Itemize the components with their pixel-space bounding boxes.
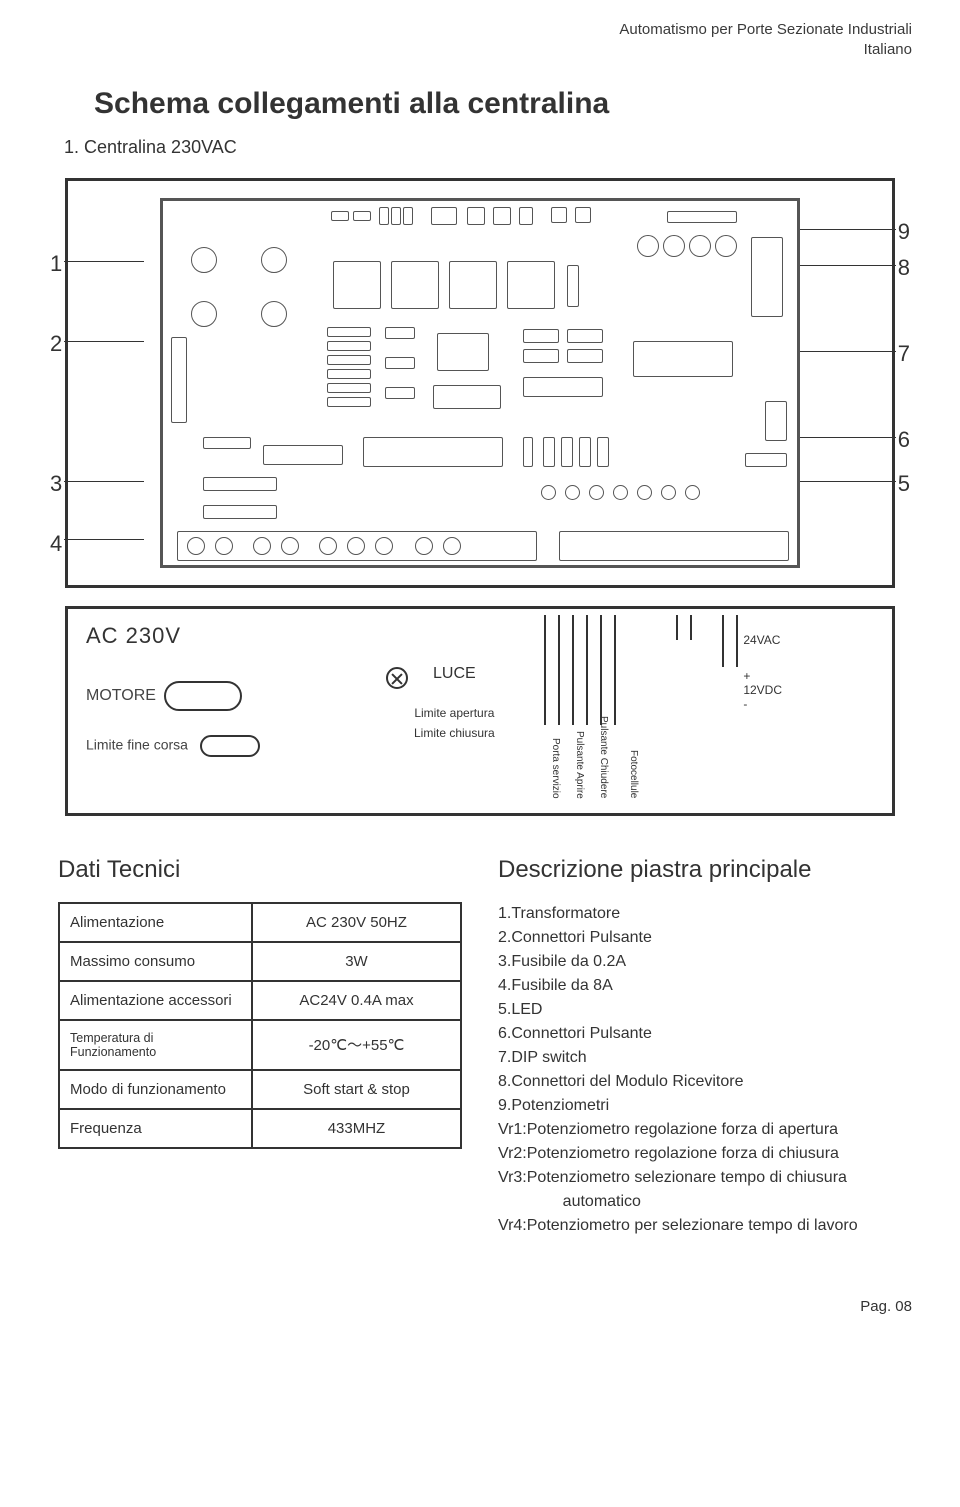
desc-title: Descrizione piastra principale (498, 856, 902, 884)
callout-8: 8 (898, 255, 910, 281)
page-title: Schema collegamenti alla centralina (94, 87, 912, 121)
callout-6: 6 (898, 427, 910, 453)
header-line2: Italiano (48, 40, 912, 60)
label-12vdc: 12VDC (743, 683, 782, 697)
right-voltage-labels: 24VAC + 12VDC - (743, 633, 782, 719)
list-item: 7.DIP switch (498, 1046, 902, 1070)
spec-key: Frequenza (59, 1109, 252, 1148)
minus-sign: - (743, 697, 747, 711)
spec-key: Alimentazione (59, 903, 252, 942)
callout-5: 5 (898, 471, 910, 497)
list-item: Vr2:Potenziometro regolazione forza di c… (498, 1142, 902, 1166)
table-row: Modo di funzionamentoSoft start & stop (59, 1070, 461, 1109)
callout-9: 9 (898, 219, 910, 245)
list-item: 6.Connettori Pulsante (498, 1022, 902, 1046)
luce-label: LUCE (414, 665, 495, 683)
list-item: Vr4:Potenziometro per selezionare tempo … (498, 1214, 902, 1238)
list-item: 4.Fusibile da 8A (498, 974, 902, 998)
limite-chiusura: Limite chiusura (414, 723, 495, 743)
vert-porta-servizio: Porta servizio (550, 738, 561, 799)
pcb-board (160, 198, 800, 568)
page-footer: Pag. 08 (48, 1298, 912, 1315)
col-desc: Descrizione piastra principale 1.Transfo… (498, 856, 902, 1238)
list-item: 9.Potenziometri (498, 1094, 902, 1118)
label-24vac: 24VAC (743, 633, 782, 647)
center-labels: LUCE Limite apertura Limite chiusura (414, 665, 495, 744)
table-row: Frequenza433MHZ (59, 1109, 461, 1148)
lamp-icon (386, 667, 408, 689)
spec-val: 433MHZ (252, 1109, 461, 1148)
pcb-frame: 1 2 3 4 9 8 7 6 5 (65, 178, 895, 588)
spec-table: AlimentazioneAC 230V 50HZ Massimo consum… (58, 902, 462, 1149)
plus-sign: + (743, 669, 750, 683)
col-tech: Dati Tecnici AlimentazioneAC 230V 50HZ M… (58, 856, 462, 1238)
table-row: Alimentazione accessoriAC24V 0.4A max (59, 981, 461, 1020)
table-row: AlimentazioneAC 230V 50HZ (59, 903, 461, 942)
list-item: Vr3:Potenziometro selezionare tempo di c… (498, 1166, 902, 1190)
spec-key: Massimo consumo (59, 942, 252, 981)
callout-2: 2 (50, 331, 62, 357)
vert-pulsante-chiudere: Pulsante Chiudere (598, 716, 609, 798)
callout-4: 4 (50, 531, 62, 557)
list-item: 3.Fusibile da 0.2A (498, 950, 902, 974)
desc-list: 1.Transformatore 2.Connettori Pulsante 3… (498, 902, 902, 1238)
callout-7: 7 (898, 341, 910, 367)
vert-fotocellule: Fotocellule (628, 750, 639, 798)
limit-fine-corsa: Limite fine corsa (86, 736, 188, 752)
list-item: 2.Connettori Pulsante (498, 926, 902, 950)
spec-val: AC 230V 50HZ (252, 903, 461, 942)
connection-diagram: AC 230V MOTORE Limite fine corsa LUCE Li… (65, 606, 895, 816)
table-row: Massimo consumo3W (59, 942, 461, 981)
list-item: 5.LED (498, 998, 902, 1022)
spec-key: Alimentazione accessori (59, 981, 252, 1020)
vert-pulsante-aprire: Pulsante Aprire (574, 731, 585, 799)
list-item: 1.Transformatore (498, 902, 902, 926)
callout-3: 3 (50, 471, 62, 497)
table-row: Temperatura di Funzionamento-20℃～+55℃ (59, 1020, 461, 1070)
list-item: 8.Connettori del Modulo Ricevitore (498, 1070, 902, 1094)
spec-key: Modo di funzionamento (59, 1070, 252, 1109)
lower-columns: Dati Tecnici AlimentazioneAC 230V 50HZ M… (48, 856, 912, 1238)
limit-switch-shape (200, 735, 260, 757)
list-item: automatico (498, 1190, 902, 1214)
list-item: Vr1:Potenziometro regolazione forza di a… (498, 1118, 902, 1142)
limite-apertura: Limite apertura (414, 703, 495, 723)
spec-val: 3W (252, 942, 461, 981)
spec-val: AC24V 0.4A max (252, 981, 461, 1020)
spec-key: Temperatura di Funzionamento (59, 1020, 252, 1070)
callout-1: 1 (50, 251, 62, 277)
subsection-title: 1. Centralina 230VAC (64, 137, 912, 158)
header-line1: Automatismo per Porte Sezionate Industri… (48, 20, 912, 40)
capacitor-shape (164, 681, 242, 711)
spec-val: Soft start & stop (252, 1070, 461, 1109)
motor-label: MOTORE (86, 687, 156, 705)
tech-title: Dati Tecnici (58, 856, 462, 884)
spec-val: -20℃～+55℃ (252, 1020, 461, 1070)
doc-header: Automatismo per Porte Sezionate Industri… (48, 20, 912, 61)
